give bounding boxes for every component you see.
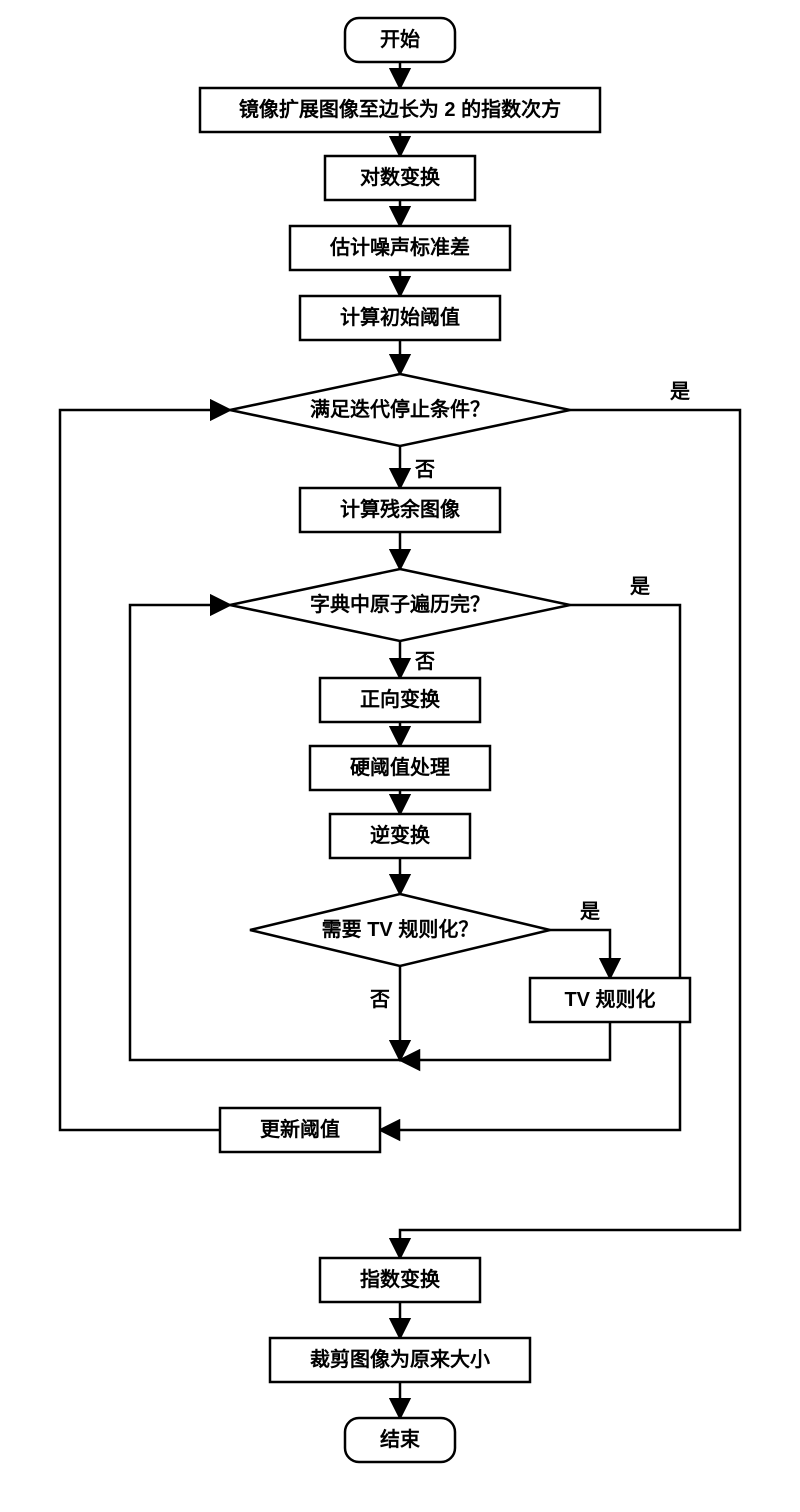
node-label-needtv: 需要 TV 规则化？ xyxy=(322,917,479,941)
node-expt: 指数变换 xyxy=(320,1258,480,1302)
node-estnoise: 估计噪声标准差 xyxy=(290,226,510,270)
node-label-start: 开始 xyxy=(380,27,420,51)
node-label-end: 结束 xyxy=(380,1427,421,1451)
node-residual: 计算残余图像 xyxy=(300,488,500,532)
node-needtv: 需要 TV 规则化？ xyxy=(250,894,550,966)
edge-label-14: 否 xyxy=(369,989,390,1011)
edge-label-5: 否 xyxy=(414,459,435,481)
node-label-residual: 计算残余图像 xyxy=(340,497,461,521)
node-label-estnoise: 估计噪声标准差 xyxy=(329,235,470,259)
node-tvreg: TV 规则化 xyxy=(530,978,690,1022)
node-updthr: 更新阈值 xyxy=(220,1108,380,1152)
node-label-hardthr: 硬阈值处理 xyxy=(350,755,450,779)
edge-label-9: 是 xyxy=(629,575,650,598)
node-logt: 对数变换 xyxy=(325,156,475,200)
node-crop: 裁剪图像为原来大小 xyxy=(270,1338,530,1382)
flowchart-canvas: 否是否是是否开始镜像扩展图像至边长为 2 的指数次方对数变换估计噪声标准差计算初… xyxy=(0,0,800,1512)
edge-17 xyxy=(60,410,230,1130)
node-label-iterstop: 满足迭代停止条件？ xyxy=(310,397,490,421)
node-label-tvreg: TV 规则化 xyxy=(564,987,655,1011)
node-end: 结束 xyxy=(345,1418,455,1462)
node-inv: 逆变换 xyxy=(330,814,470,858)
node-label-crop: 裁剪图像为原来大小 xyxy=(310,1347,490,1371)
edge-label-8: 否 xyxy=(414,651,435,673)
edge-15 xyxy=(400,1022,610,1060)
node-label-inv: 逆变换 xyxy=(370,823,431,847)
node-initthr: 计算初始阈值 xyxy=(300,296,500,340)
node-label-logt: 对数变换 xyxy=(360,165,441,189)
node-start: 开始 xyxy=(345,18,455,62)
node-iterstop: 满足迭代停止条件？ xyxy=(230,374,570,446)
node-mirror: 镜像扩展图像至边长为 2 的指数次方 xyxy=(200,88,600,132)
edge-label-6: 是 xyxy=(669,380,690,403)
node-label-mirror: 镜像扩展图像至边长为 2 的指数次方 xyxy=(239,97,561,121)
node-atomdone: 字典中原子遍历完？ xyxy=(230,569,570,641)
node-label-updthr: 更新阈值 xyxy=(260,1117,340,1141)
node-label-atomdone: 字典中原子遍历完？ xyxy=(310,592,490,616)
node-hardthr: 硬阈值处理 xyxy=(310,746,490,790)
node-label-initthr: 计算初始阈值 xyxy=(340,305,460,329)
node-label-fwd: 正向变换 xyxy=(360,687,441,711)
edge-label-13: 是 xyxy=(579,900,600,923)
edge-13 xyxy=(550,930,610,978)
node-label-expt: 指数变换 xyxy=(360,1267,441,1291)
node-fwd: 正向变换 xyxy=(320,678,480,722)
